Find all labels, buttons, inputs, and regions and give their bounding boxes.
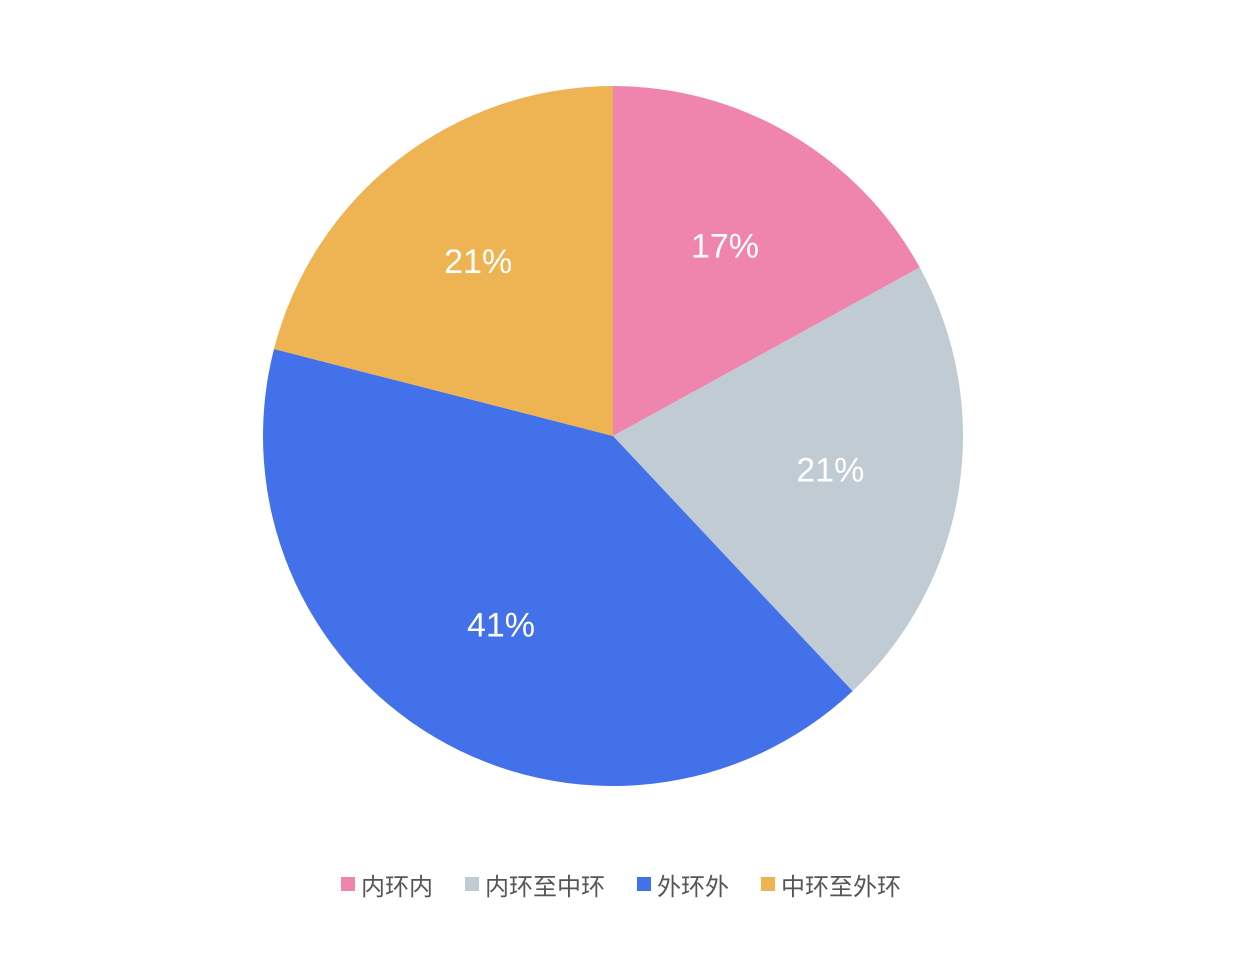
legend-swatch [637, 877, 651, 891]
legend-item-1[interactable]: 内环内 [341, 867, 433, 902]
slice-label-3: 41% [467, 606, 535, 644]
pie-slice-labels: 17% 21% 41% 21% [444, 228, 864, 645]
pie-slice-2[interactable] [613, 267, 964, 692]
legend-label: 内环内 [361, 872, 433, 901]
legend-swatch [341, 877, 355, 891]
legend-label: 外环外 [657, 872, 729, 901]
pie-slice-1[interactable] [613, 86, 920, 436]
legend-label: 中环至外环 [781, 872, 901, 901]
legend: 内环内 内环至中环 外环外 中环至外环 [0, 862, 1242, 906]
pie-slices [262, 86, 964, 786]
legend-item-2[interactable]: 内环至中环 [465, 867, 605, 902]
pie-chart: 17% 21% 41% 21% [262, 86, 964, 786]
pie-slice-4[interactable] [273, 86, 613, 436]
legend-swatch [465, 877, 479, 891]
legend-item-4[interactable]: 中环至外环 [761, 867, 901, 902]
legend-item-3[interactable]: 外环外 [637, 867, 729, 902]
slice-label-4: 21% [444, 243, 512, 281]
legend-swatch [761, 877, 775, 891]
legend-label: 内环至中环 [485, 872, 605, 901]
pie-slice-3[interactable] [262, 348, 853, 786]
slice-label-2: 21% [796, 451, 864, 489]
slice-label-1: 17% [691, 228, 759, 266]
